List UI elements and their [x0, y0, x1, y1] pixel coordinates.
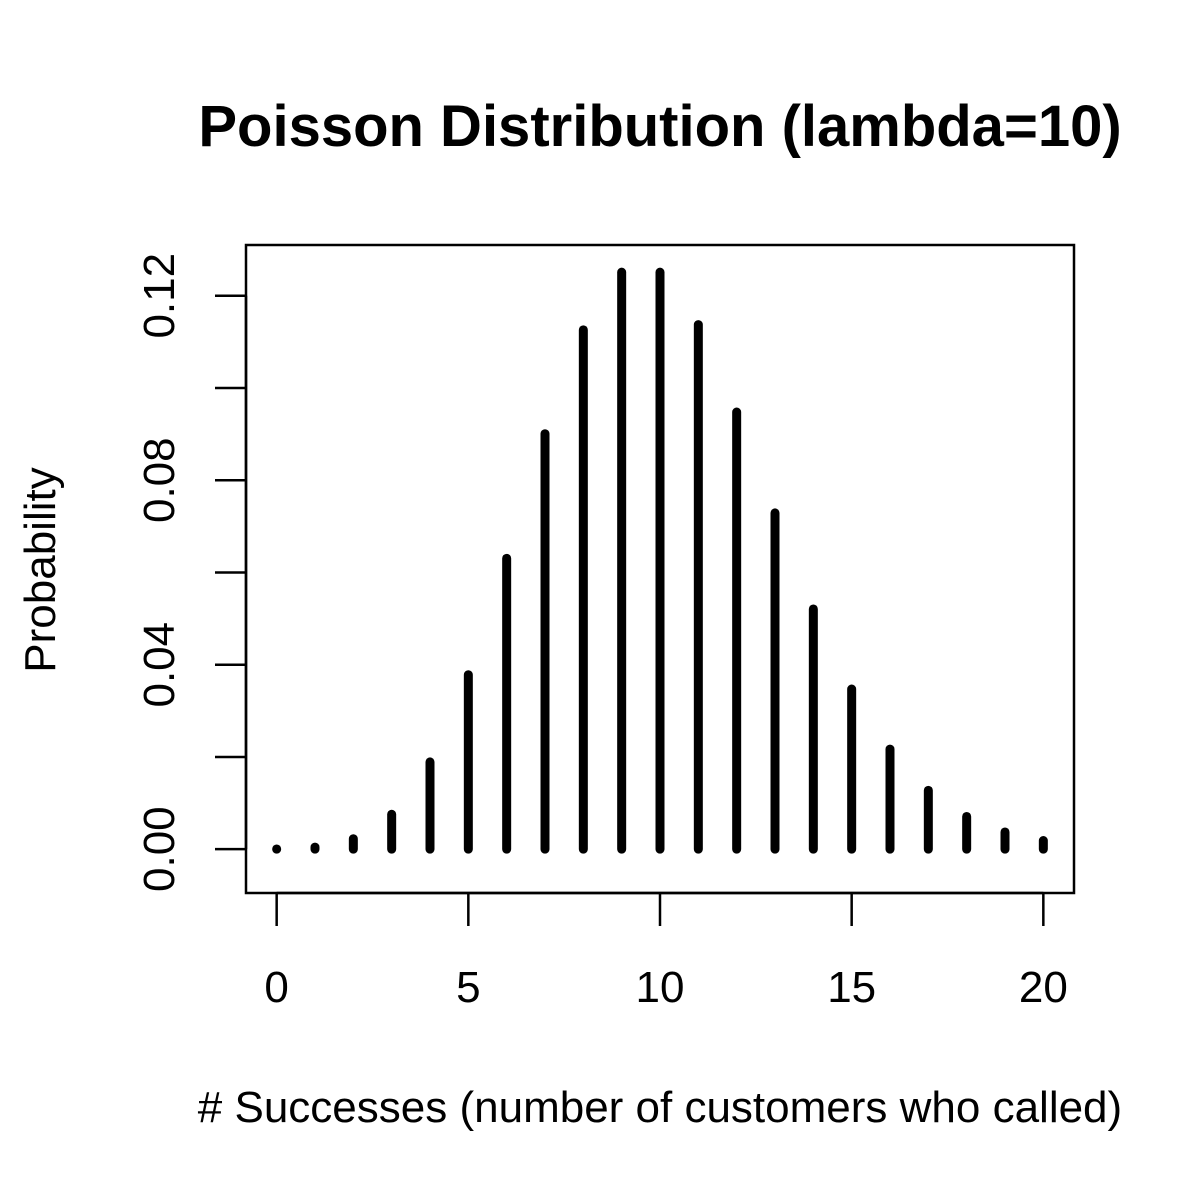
y-axis-label: Probability [16, 467, 65, 672]
x-tick-label: 0 [264, 963, 288, 1012]
x-tick-label: 15 [827, 963, 876, 1012]
y-tick-label: 0.00 [135, 806, 184, 892]
bar-series [272, 267, 1048, 854]
y-axis: 0.00 0.04 0.08 0.12 [135, 253, 248, 892]
x-axis: 0 5 10 15 20 [264, 891, 1068, 1012]
chart-title: Poisson Distribution (lambda=10) [198, 94, 1121, 159]
y-tick-label: 0.08 [135, 437, 184, 523]
y-tick-label: 0.12 [135, 253, 184, 339]
x-axis-label: # Successes (number of customers who cal… [198, 1083, 1122, 1132]
y-tick-label: 0.04 [135, 622, 184, 708]
x-tick-label: 10 [636, 963, 685, 1012]
x-tick-label: 5 [456, 963, 480, 1012]
x-tick-label: 20 [1019, 963, 1068, 1012]
